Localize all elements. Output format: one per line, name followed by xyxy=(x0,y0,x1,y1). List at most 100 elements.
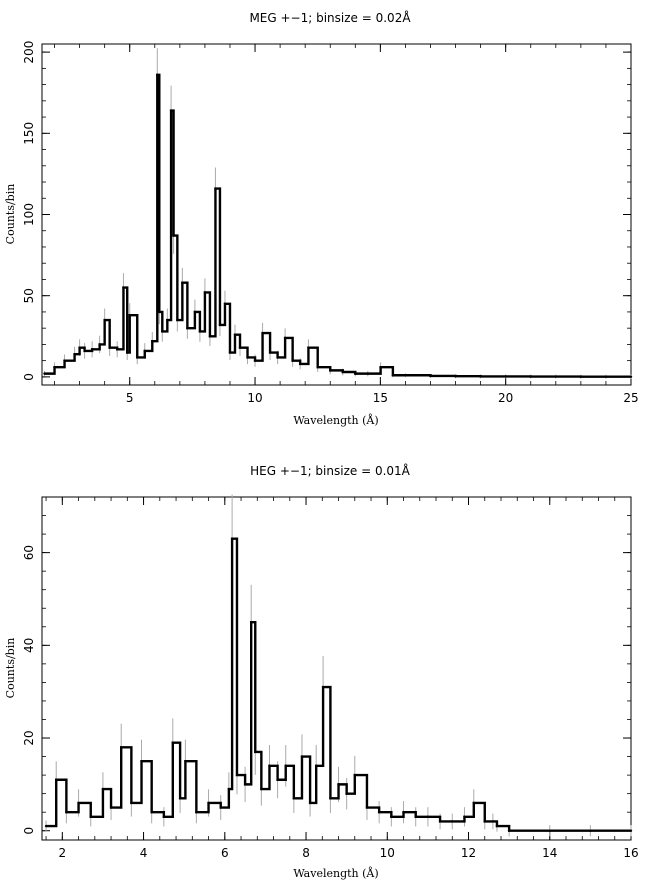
heg-data-point xyxy=(589,829,592,832)
meg-data-point xyxy=(73,352,76,356)
heg-data-point xyxy=(140,760,143,763)
heg-data-point xyxy=(463,815,466,819)
meg-data-point xyxy=(291,359,294,362)
meg-data-point xyxy=(228,351,232,354)
heg-x-tick-label: 16 xyxy=(623,846,638,860)
heg-data-point xyxy=(629,829,633,832)
heg-panel: HEG +−1; binsize = 0.01Å Counts/bin Wave… xyxy=(4,463,639,880)
meg-data-point xyxy=(83,349,86,353)
heg-x-tick-label: 12 xyxy=(461,846,476,860)
heg-data-point xyxy=(150,810,153,814)
heg-data-point xyxy=(507,829,511,832)
heg-data-point xyxy=(390,815,393,819)
meg-data-point xyxy=(103,318,106,322)
heg-data-point xyxy=(472,801,475,805)
meg-data-point xyxy=(579,375,583,378)
meg-panel: MEG +−1; binsize = 0.02Å Counts/bin Wave… xyxy=(4,10,639,427)
meg-data-point xyxy=(63,359,66,362)
meg-data-point xyxy=(529,375,532,378)
heg-data-point xyxy=(254,750,257,754)
heg-data-point xyxy=(402,810,405,814)
heg-data-point xyxy=(101,787,105,791)
meg-spectrum-line xyxy=(44,73,631,378)
meg-x-axis-label: Wavelength (Å) xyxy=(293,413,378,427)
meg-x-tick-label: 25 xyxy=(623,391,638,405)
heg-data-point xyxy=(249,620,253,624)
meg-data-point xyxy=(554,375,558,378)
heg-y-tick-label: 0 xyxy=(22,827,36,835)
meg-data-point xyxy=(172,234,175,237)
heg-data-point xyxy=(162,815,166,819)
heg-data-point xyxy=(89,815,92,819)
meg-data-point xyxy=(391,374,395,377)
meg-data-point xyxy=(253,359,257,362)
meg-y-tick-label: 150 xyxy=(22,122,36,145)
heg-x-tick-label: 2 xyxy=(58,846,66,860)
meg-y-tick-label: 50 xyxy=(22,288,36,303)
meg-data-point xyxy=(218,323,222,327)
heg-data-point xyxy=(55,778,58,781)
heg-data-point xyxy=(178,797,182,800)
heg-data-point xyxy=(495,824,499,828)
heg-plot-frame xyxy=(41,496,632,841)
meg-data-point xyxy=(78,346,81,349)
heg-data-point xyxy=(65,810,68,814)
heg-data-point xyxy=(308,801,312,805)
meg-data-point xyxy=(169,109,173,112)
heg-data-point xyxy=(300,755,304,758)
heg-data-point xyxy=(276,778,279,781)
heg-data-point xyxy=(207,801,210,805)
meg-data-point xyxy=(276,356,279,359)
meg-data-point xyxy=(151,339,154,343)
meg-data-point xyxy=(454,375,457,378)
meg-data-point xyxy=(43,372,46,375)
meg-data-point xyxy=(283,336,287,340)
meg-data-point xyxy=(156,73,159,77)
meg-data-point xyxy=(126,351,129,354)
meg-data-point xyxy=(53,365,56,369)
heg-data-point xyxy=(268,764,271,768)
meg-data-point xyxy=(479,375,482,378)
heg-data-point xyxy=(353,773,356,777)
heg-data-point xyxy=(284,764,287,768)
heg-x-tick-label: 14 xyxy=(542,846,557,860)
heg-data-point xyxy=(77,801,80,805)
meg-data-point xyxy=(98,343,101,346)
heg-data-point xyxy=(260,787,263,791)
meg-data-point xyxy=(108,346,111,349)
heg-data-point xyxy=(44,824,48,828)
heg-data-point xyxy=(365,806,369,809)
meg-data-point xyxy=(90,348,94,351)
heg-data-point xyxy=(130,801,133,805)
meg-data-point xyxy=(404,374,407,377)
meg-data-point xyxy=(354,372,357,375)
meg-data-point xyxy=(504,375,507,378)
heg-data-point xyxy=(120,746,123,749)
meg-data-point xyxy=(176,318,179,322)
meg-data-point xyxy=(208,335,212,338)
meg-data-point xyxy=(379,365,382,369)
heg-x-tick-label: 10 xyxy=(380,846,395,860)
heg-x-tick-label: 4 xyxy=(140,846,148,860)
meg-data-point xyxy=(198,330,202,333)
meg-data-point xyxy=(261,331,264,335)
heg-spectrum-line xyxy=(46,537,631,832)
heg-y-tick-label: 20 xyxy=(22,730,36,745)
meg-data-point xyxy=(203,291,207,294)
meg-data-point xyxy=(629,375,633,378)
heg-data-point xyxy=(377,810,381,814)
heg-data-point xyxy=(426,815,430,819)
heg-data-point xyxy=(329,797,332,800)
meg-data-point xyxy=(429,374,432,378)
meg-data-point xyxy=(158,310,161,314)
heg-data-point xyxy=(292,797,296,800)
meg-y-axis-label: Counts/bin xyxy=(4,184,17,245)
heg-data-point xyxy=(109,806,113,809)
meg-data-point xyxy=(268,351,272,354)
heg-data-point xyxy=(184,760,187,763)
heg-y-axis-label: Counts/bin xyxy=(4,638,17,699)
meg-data-point xyxy=(329,369,332,372)
heg-data-point xyxy=(548,829,551,832)
meg-data-point xyxy=(161,330,164,333)
